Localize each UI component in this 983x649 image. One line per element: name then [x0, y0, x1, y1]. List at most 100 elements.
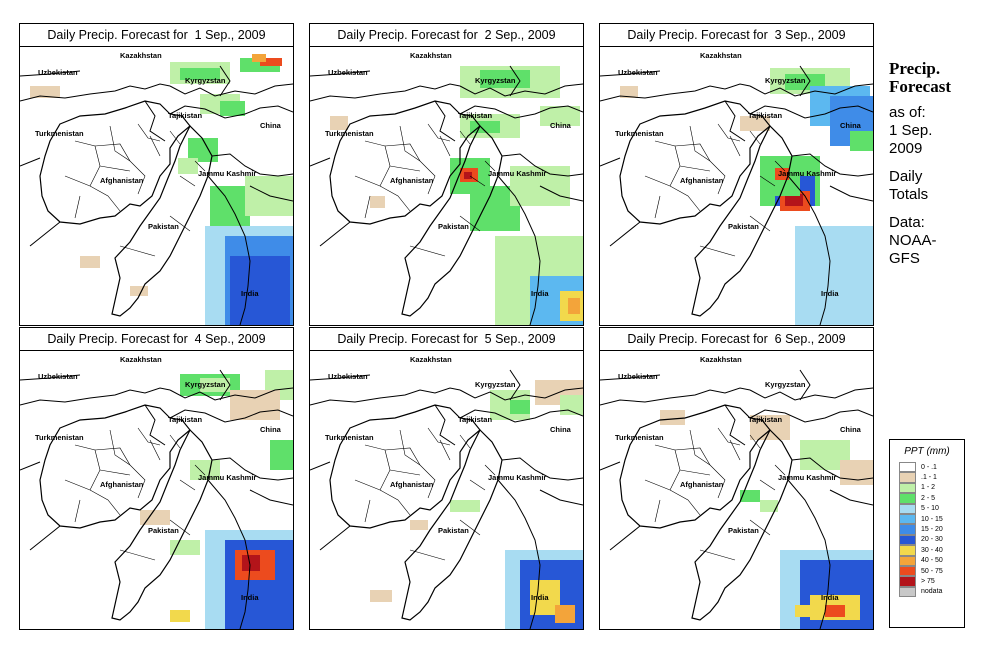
totals-line-1: Daily — [889, 168, 923, 185]
forecast-panel-6: Daily Precip. Forecast for 6 Sep., 2009 … — [599, 327, 874, 630]
precip-cell — [850, 131, 873, 151]
legend-row: 0 - .1 — [890, 462, 964, 473]
legend-rows: 0 - .1 .1 - 1 1 - 2 2 - 5 5 - 10 10 - 15 15 - … — [890, 462, 964, 598]
map-label-kazakhstan: Kazakhstan — [700, 51, 742, 60]
country-border — [169, 83, 293, 97]
country-border — [509, 369, 521, 401]
province-border — [364, 140, 391, 187]
province-border — [654, 195, 661, 219]
country-border — [310, 70, 371, 77]
precip-cell — [140, 510, 170, 525]
legend-swatch — [899, 524, 916, 535]
border-layer — [600, 65, 873, 325]
legend-swatch — [899, 586, 916, 598]
map-label-tajikistan: Tajikistan — [168, 415, 202, 424]
country-border — [401, 124, 503, 317]
province-border — [419, 160, 436, 195]
country-border — [169, 409, 293, 423]
map-label-india: India — [241, 289, 259, 298]
precip-cell — [230, 390, 280, 420]
legend-swatch — [899, 534, 916, 546]
asof-line-2: 1 Sep. — [889, 122, 933, 139]
legend-row: .1 - 1 — [890, 472, 964, 483]
province-border — [749, 434, 761, 449]
precip-cell — [464, 172, 472, 179]
map-label-china: China — [840, 121, 862, 130]
province-border — [384, 447, 421, 466]
province-border — [749, 519, 771, 536]
border-layer — [310, 369, 583, 629]
map-label-tajikistan: Tajikistan — [748, 111, 782, 120]
province-border — [354, 175, 411, 212]
map-label-afghanistan: Afghanistan — [100, 176, 144, 185]
precip-layer — [30, 54, 293, 325]
map-label-kyrgyzstan: Kyrgyzstan — [475, 76, 516, 85]
country-border — [169, 105, 293, 119]
map-label-china: China — [550, 121, 572, 130]
province-border — [759, 175, 776, 187]
country-border — [401, 428, 503, 621]
province-border — [774, 160, 786, 172]
country-border — [691, 428, 793, 621]
legend-label: 1 - 2 — [921, 484, 936, 492]
map-label-india: India — [531, 593, 549, 602]
map-label-tajikistan: Tajikistan — [168, 111, 202, 120]
map-label-pakistan: Pakistan — [148, 526, 179, 535]
precip-cell — [170, 610, 190, 622]
province-border — [749, 215, 771, 232]
precip-cell — [242, 555, 260, 571]
province-border — [774, 464, 786, 476]
country-border — [207, 479, 251, 629]
border-layer — [600, 369, 873, 629]
country-border — [724, 100, 746, 142]
country-border — [20, 83, 171, 102]
province-border — [729, 439, 741, 461]
precip-cell — [260, 58, 282, 66]
province-border — [119, 549, 156, 561]
precip-map: Kazakhstan Uzbekistan Kyrgyzstan Tajikistan… — [310, 51, 583, 325]
map-label-kazakhstan: Kazakhstan — [410, 51, 452, 60]
precip-layer — [620, 68, 873, 325]
legend: PPT (mm) 0 - .1 .1 - 1 1 - 2 2 - 5 5 - 10 10 … — [889, 439, 965, 628]
country-border — [619, 100, 771, 225]
legend-swatch — [899, 503, 916, 514]
province-border — [644, 175, 701, 212]
country-border — [20, 70, 81, 77]
province-border — [99, 165, 131, 172]
precip-cell — [270, 440, 293, 470]
province-border — [709, 464, 726, 499]
panel-title: Daily Precip. Forecast for 1 Sep., 2009 — [20, 24, 293, 47]
country-border — [497, 479, 541, 629]
country-border — [600, 461, 621, 471]
province-border — [149, 135, 161, 157]
province-border — [427, 427, 451, 446]
country-border — [799, 65, 811, 97]
totals-line-2: Totals — [889, 186, 929, 203]
country-border — [724, 404, 746, 446]
province-border — [149, 439, 161, 461]
country-border — [600, 374, 661, 381]
legend-row: 15 - 20 — [890, 524, 964, 535]
precip-map: Kazakhstan Uzbekistan Kyrgyzstan Tajikistan… — [20, 355, 293, 629]
country-border — [111, 124, 213, 317]
country-border — [787, 479, 831, 629]
legend-row: 5 - 10 — [890, 503, 964, 514]
border-layer — [310, 65, 583, 325]
precip-cell — [170, 540, 200, 555]
precip-cell — [200, 378, 230, 392]
province-border — [674, 447, 711, 466]
province-border — [484, 464, 496, 476]
map-label-kyrgyzstan: Kyrgyzstan — [185, 76, 226, 85]
country-border — [434, 404, 456, 446]
precip-cell — [230, 256, 290, 325]
forecast-panel-1: Daily Precip. Forecast for 1 Sep., 2009 … — [19, 23, 294, 326]
legend-row: 30 - 40 — [890, 545, 964, 556]
map-label-pakistan: Pakistan — [728, 526, 759, 535]
country-border — [329, 100, 481, 225]
precip-cell — [568, 298, 580, 314]
province-border — [94, 447, 131, 466]
data-line-1: Data: — [889, 214, 925, 231]
province-border — [654, 140, 681, 187]
precip-cell — [620, 86, 638, 98]
province-border — [689, 429, 711, 466]
